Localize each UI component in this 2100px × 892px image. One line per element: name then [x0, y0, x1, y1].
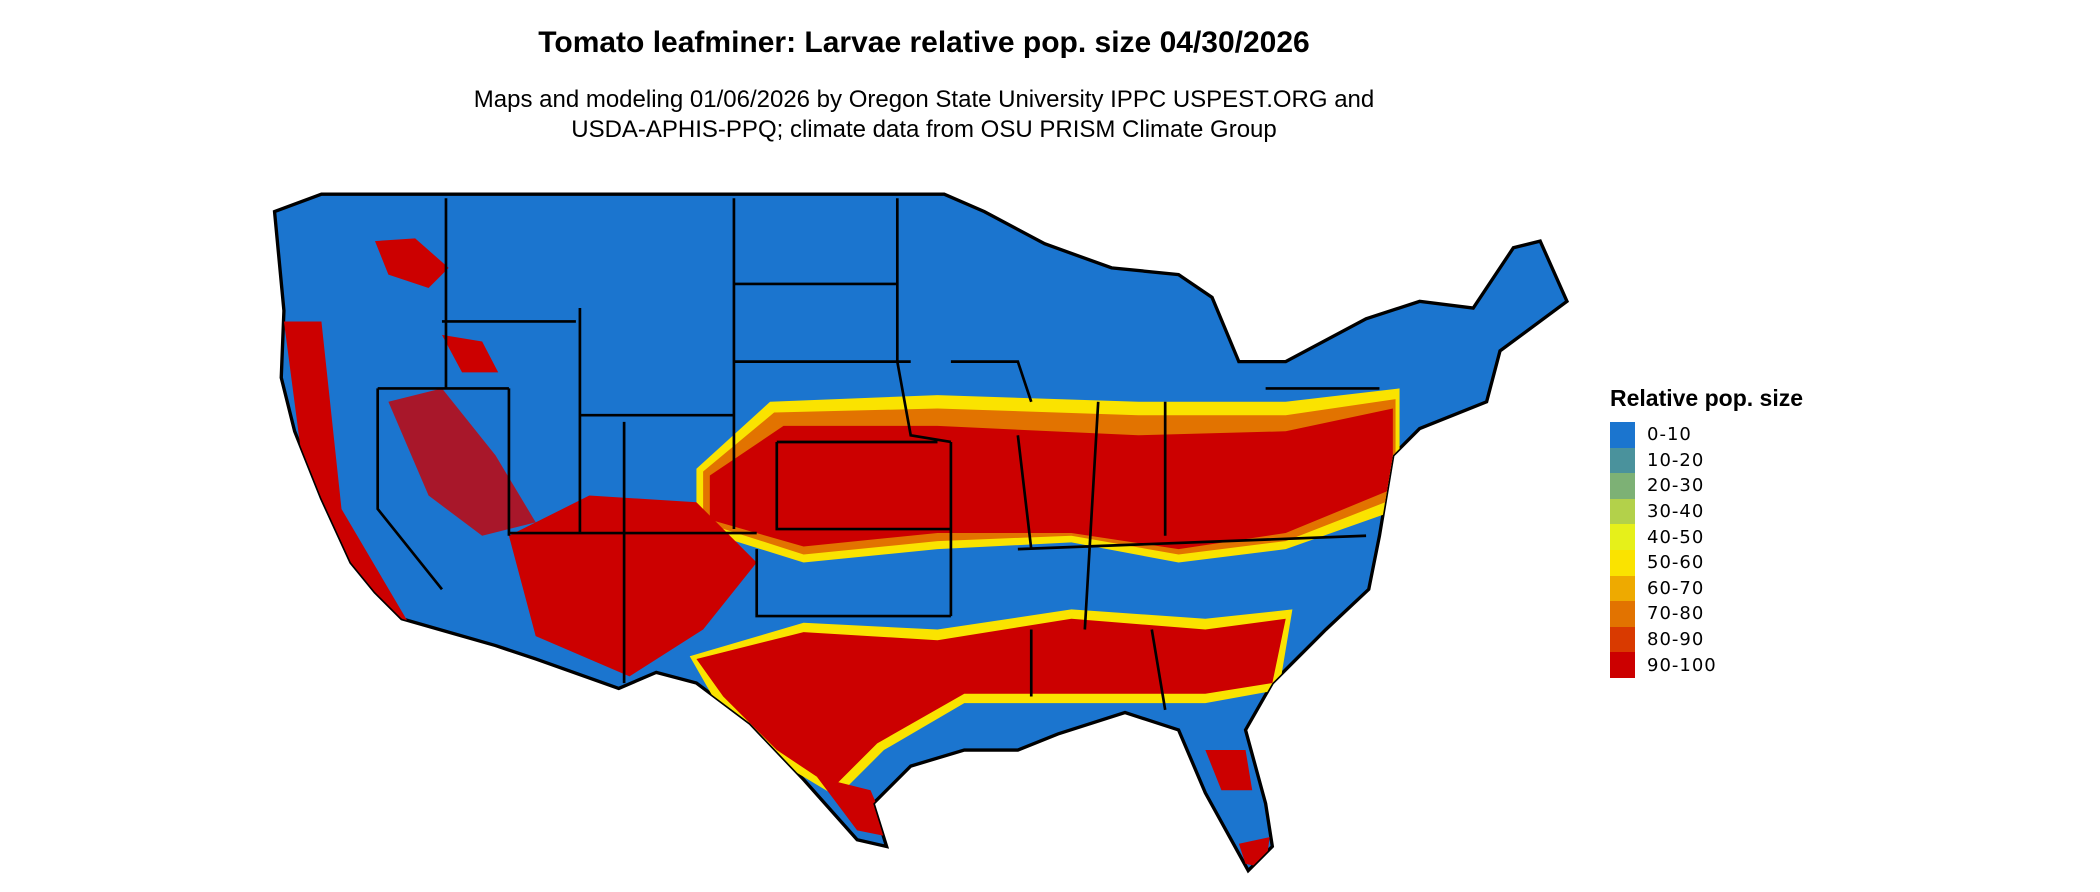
legend-label: 20-30 — [1647, 475, 1705, 497]
legend-swatch — [1610, 498, 1635, 525]
map-title: Tomato leafminer: Larvae relative pop. s… — [538, 26, 1310, 59]
state-borders — [376, 198, 1380, 711]
population-overlay — [283, 238, 1400, 868]
legend-label: 0-10 — [1647, 424, 1692, 446]
legend-item: 20-30 — [1610, 473, 1803, 499]
legend-swatch — [1610, 652, 1635, 678]
patch-washington — [375, 238, 449, 288]
patch-florida — [1205, 750, 1253, 791]
legend-label: 80-90 — [1647, 629, 1705, 651]
patch-southwest — [508, 495, 757, 677]
legend-label: 60-70 — [1647, 577, 1705, 599]
patch-idaho — [441, 334, 499, 373]
legend-swatch — [1610, 626, 1635, 653]
patch-great-basin — [388, 388, 536, 536]
legend-swatch — [1610, 524, 1635, 550]
band-red-central — [709, 408, 1393, 550]
patch-california — [283, 321, 409, 623]
legend-item: 30-40 — [1610, 498, 1803, 525]
subtitle-line-2: USDA-APHIS-PPQ; climate data from OSU PR… — [571, 116, 1277, 143]
legend-title: Relative pop. size — [1610, 385, 1804, 411]
legend-label: 70-80 — [1647, 603, 1705, 625]
legend-label: 10-20 — [1647, 449, 1705, 471]
legend-swatch — [1610, 549, 1635, 576]
patch-texas-coast — [816, 776, 891, 838]
legend-swatch — [1610, 422, 1635, 448]
legend-item: 70-80 — [1610, 601, 1803, 627]
band-red-south — [696, 618, 1286, 788]
legend-swatch — [1610, 447, 1635, 474]
legend-item: 10-20 — [1610, 447, 1803, 474]
subtitle-line-1: Maps and modeling 01/06/2026 by Oregon S… — [473, 86, 1375, 113]
legend-item: 0-10 — [1610, 422, 1803, 448]
legend-item: 50-60 — [1610, 549, 1803, 576]
legend-swatch — [1610, 601, 1635, 627]
legend-item: 40-50 — [1610, 524, 1803, 550]
legend-swatch — [1610, 575, 1635, 602]
legend-item: 90-100 — [1610, 652, 1803, 678]
legend-label: 40-50 — [1647, 526, 1705, 548]
legend-swatch — [1610, 473, 1635, 499]
legend: Relative pop. size 0-10 10-20 20-30 30-40 40… — [1610, 385, 1803, 678]
legend-label: 30-40 — [1647, 501, 1705, 523]
legend-label: 90-100 — [1647, 654, 1717, 676]
legend-item: 80-90 — [1610, 626, 1803, 653]
legend-item: 60-70 — [1610, 575, 1803, 602]
legend-label: 50-60 — [1647, 552, 1705, 574]
